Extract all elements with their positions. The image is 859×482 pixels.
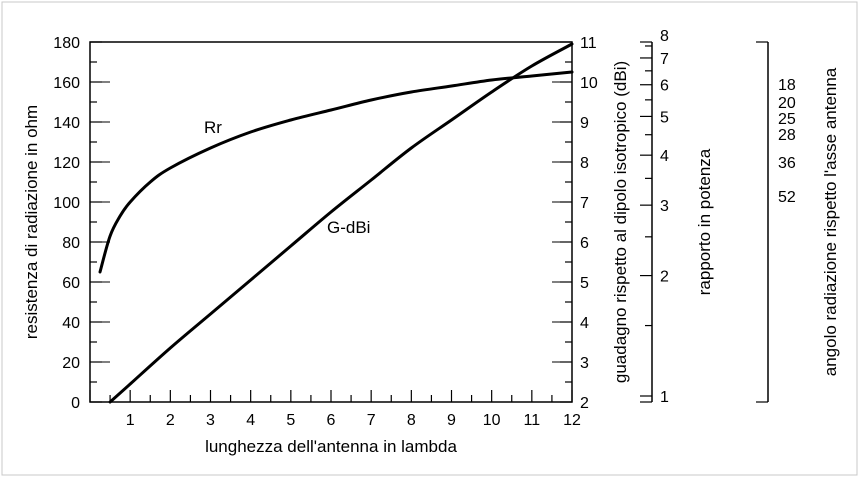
right-y-axis-title: guadagno rispetto al dipolo isotropico (… bbox=[611, 61, 630, 383]
x-tick-label: 9 bbox=[447, 412, 456, 429]
angle-label: 36 bbox=[778, 155, 796, 172]
ratio-tick-label: 7 bbox=[660, 51, 669, 68]
series-g-dbi-line bbox=[108, 42, 574, 404]
series-rr-label: Rr bbox=[204, 118, 222, 137]
ratio-tick-label: 8 bbox=[660, 28, 669, 45]
angle-label: 25 bbox=[778, 111, 796, 128]
left-y-tick-label: 60 bbox=[62, 275, 80, 292]
left-y-tick-label: 0 bbox=[71, 395, 80, 412]
x-tick-label: 4 bbox=[246, 412, 255, 429]
left-y-tick-label: 80 bbox=[62, 235, 80, 252]
right-y-tick-label: 4 bbox=[580, 315, 589, 332]
left-y-tick-label: 40 bbox=[62, 315, 80, 332]
x-tick-label: 11 bbox=[524, 412, 541, 429]
right-y-tick-label: 9 bbox=[580, 115, 589, 132]
right-y-tick-label: 10 bbox=[580, 75, 598, 92]
angle-label: 52 bbox=[778, 189, 796, 206]
ratio-axis: 1 2 3 4 5 6 7 8 bbox=[640, 28, 669, 406]
left-y-tick-label: 160 bbox=[53, 75, 80, 92]
left-y-axis-title: resistenza di radiazione in ohm bbox=[22, 105, 41, 339]
ratio-tick-label: 2 bbox=[660, 269, 669, 286]
x-tick-label: 10 bbox=[483, 412, 501, 429]
x-axis-title: lunghezza dell'antenna in lambda bbox=[205, 437, 457, 456]
series-g-dbi-label: G-dBi bbox=[327, 218, 370, 237]
x-tick-label: 8 bbox=[407, 412, 416, 429]
ratio-tick-label: 1 bbox=[660, 389, 669, 406]
left-y-tick-label: 180 bbox=[53, 35, 80, 52]
x-tick-label: 5 bbox=[286, 412, 295, 429]
left-y-axis-ticks: 0 20 40 60 80 100 120 140 160 180 bbox=[53, 35, 102, 412]
ratio-axis-title: rapporto in potenza bbox=[695, 148, 714, 295]
right-y-tick-label: 6 bbox=[580, 235, 589, 252]
left-y-tick-label: 20 bbox=[62, 355, 80, 372]
ratio-tick-label: 6 bbox=[660, 78, 669, 95]
series-rr-line bbox=[98, 70, 574, 274]
x-tick-label: 3 bbox=[206, 412, 215, 429]
right-y-tick-label: 11 bbox=[580, 35, 597, 52]
ratio-tick-label: 4 bbox=[660, 148, 669, 165]
right-y-tick-label: 8 bbox=[580, 155, 589, 172]
ratio-tick-label: 5 bbox=[660, 109, 669, 126]
right-y-tick-label: 2 bbox=[580, 395, 589, 412]
left-y-tick-label: 140 bbox=[53, 115, 80, 132]
angle-label: 28 bbox=[778, 127, 796, 144]
x-tick-label: 12 bbox=[563, 412, 581, 429]
x-tick-label: 2 bbox=[166, 412, 175, 429]
right-y-tick-label: 3 bbox=[580, 355, 589, 372]
right-y-tick-label: 5 bbox=[580, 275, 589, 292]
left-y-tick-label: 120 bbox=[53, 155, 80, 172]
ratio-tick-label: 3 bbox=[660, 198, 669, 215]
right-y-axis-ticks: 2 3 4 5 6 7 8 9 10 11 bbox=[560, 35, 598, 412]
angle-axis-title: angolo radiazione rispetto l'asse antenn… bbox=[821, 67, 840, 376]
x-tick-label: 6 bbox=[327, 412, 336, 429]
angle-label: 20 bbox=[778, 95, 796, 112]
x-tick-label: 7 bbox=[367, 412, 376, 429]
x-axis-ticks: 1 2 3 4 5 6 7 8 9 10 11 12 bbox=[89, 390, 581, 429]
angle-label: 18 bbox=[778, 77, 796, 94]
x-tick-label: 1 bbox=[126, 412, 135, 429]
left-y-tick-label: 100 bbox=[53, 195, 80, 212]
right-y-tick-label: 7 bbox=[580, 195, 589, 212]
